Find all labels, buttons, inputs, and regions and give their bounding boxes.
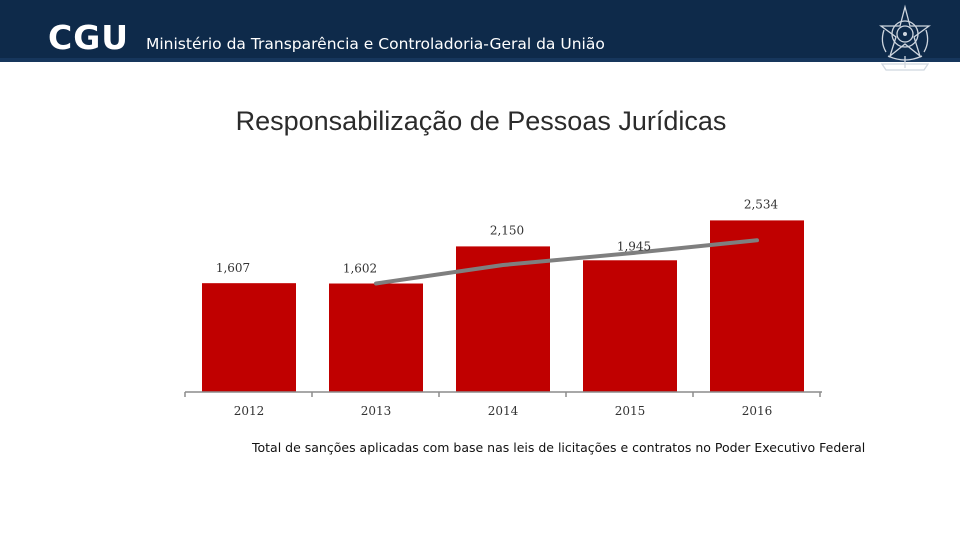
data-label-2015: 1,945: [617, 239, 651, 253]
cgu-logo: CGU: [48, 18, 130, 57]
bar-2012: [202, 283, 296, 392]
x-tick-label-2016: 2016: [742, 404, 773, 418]
brazil-coat-of-arms-icon: [879, 4, 931, 71]
trendline: [374, 238, 759, 286]
ministry-name: Ministério da Transparência e Controlado…: [146, 35, 605, 53]
bar-2013: [329, 283, 423, 392]
bar-2015: [583, 260, 677, 392]
data-label-2013: 1,602: [343, 262, 377, 276]
chart-caption: Total de sanções aplicadas com base nas …: [252, 440, 866, 455]
data-label-2012: 1,607: [216, 261, 250, 275]
bar-2016: [710, 220, 804, 392]
data-label-2014: 2,150: [490, 223, 524, 237]
header-bar: CGU Ministério da Transparência e Contro…: [0, 0, 960, 71]
data-label-2016: 2,534: [744, 197, 779, 211]
x-tick-label-2015: 2015: [615, 404, 646, 418]
chart-title: Responsabilização de Pessoas Jurídicas: [235, 106, 727, 136]
header-divider: [0, 58, 960, 62]
x-tick-label-2012: 2012: [234, 404, 265, 418]
x-tick-label-2014: 2014: [488, 404, 519, 418]
x-tick-label-2013: 2013: [361, 404, 392, 418]
